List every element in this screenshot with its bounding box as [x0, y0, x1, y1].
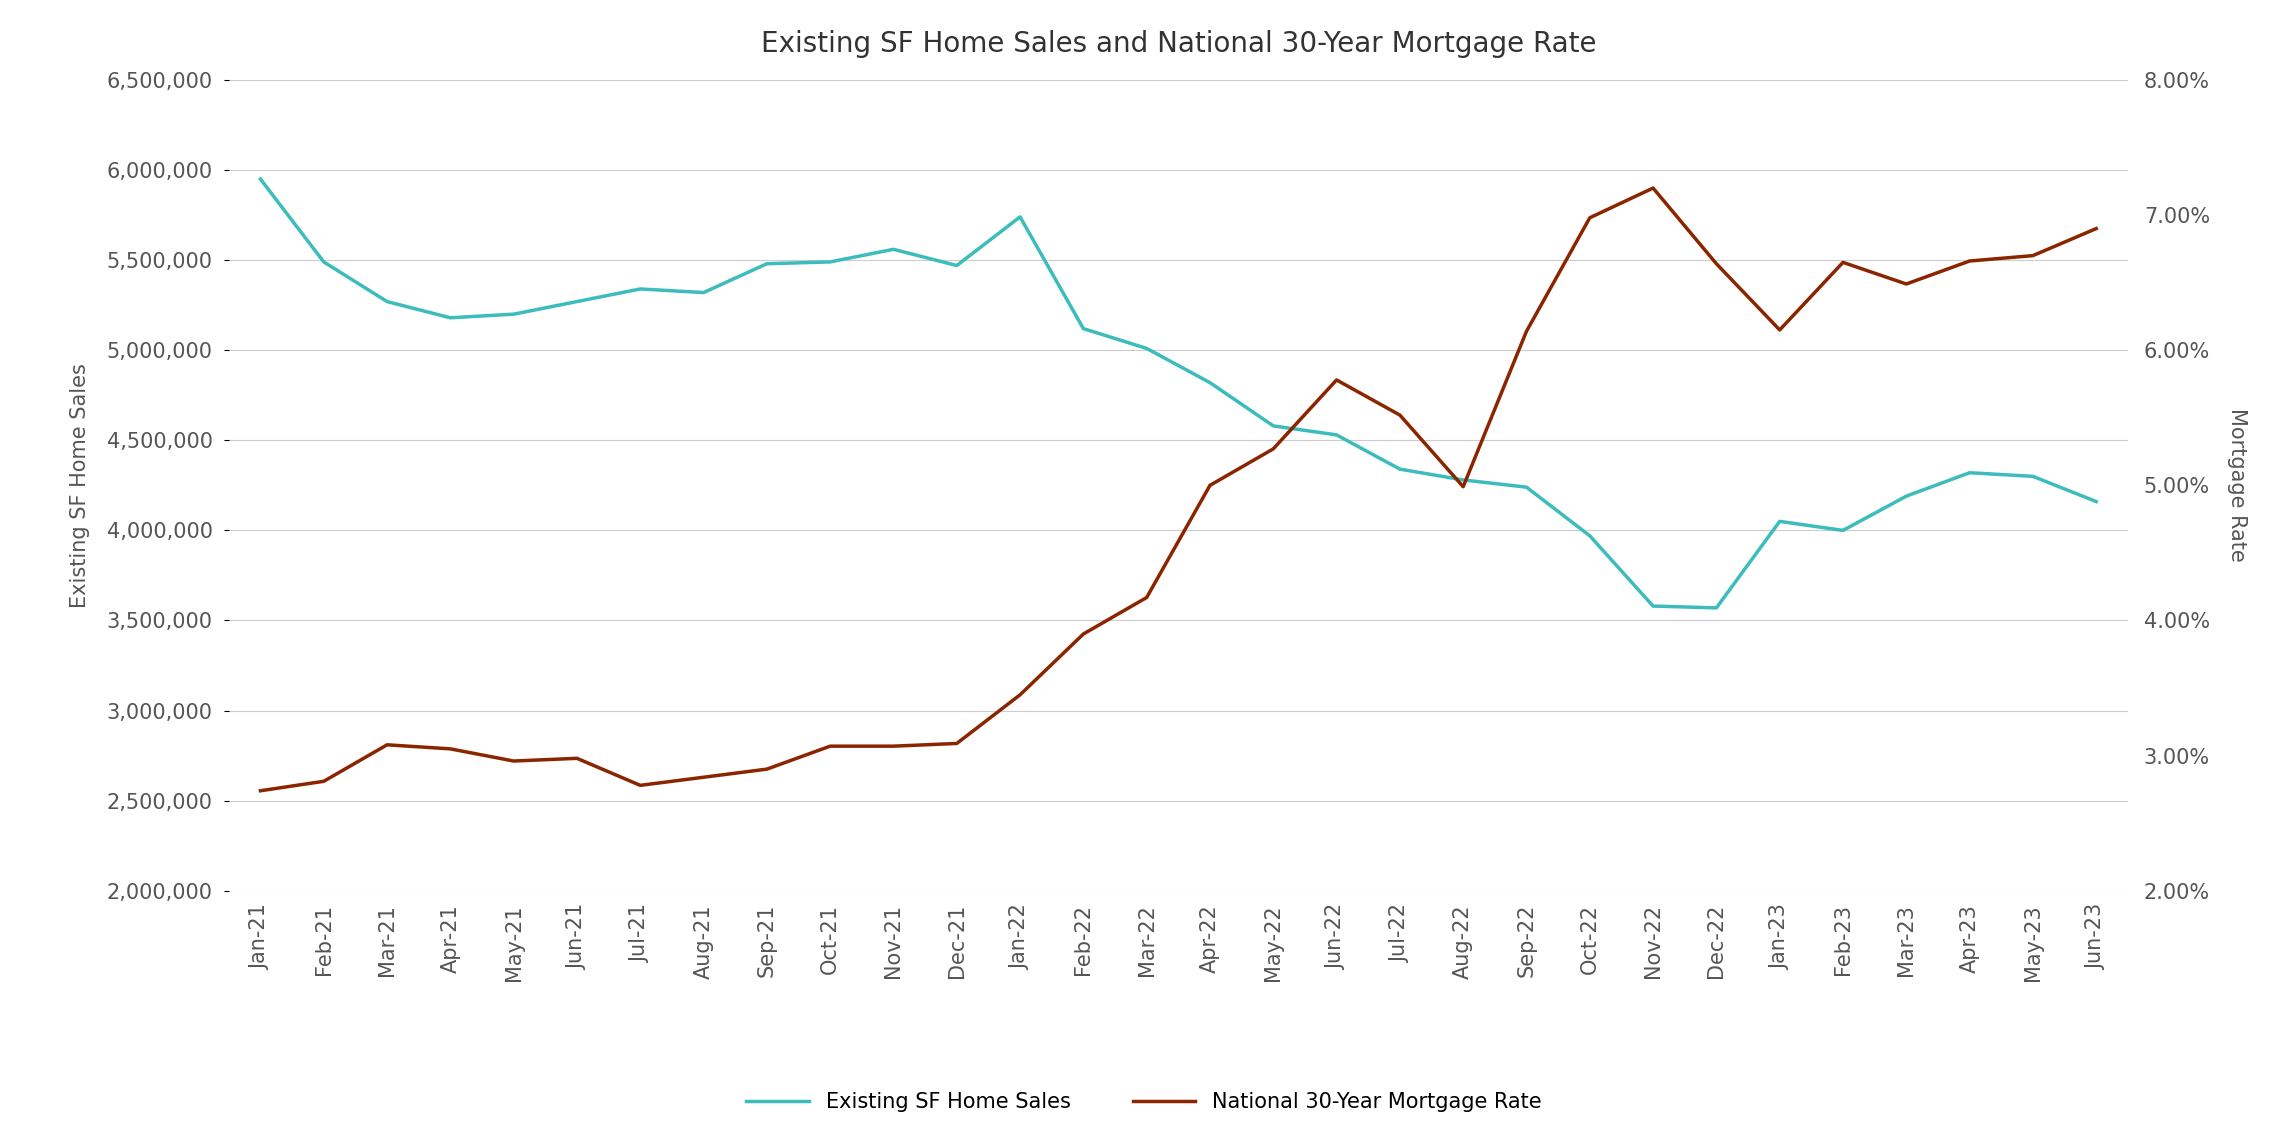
Existing SF Home Sales [1638, 600, 1666, 613]
National 30-Year Mortgage Rate [817, 739, 844, 753]
National 30-Year Mortgage Rate [943, 737, 970, 750]
National 30-Year Mortgage Rate [881, 739, 908, 753]
Existing SF Home Sales [501, 307, 529, 321]
Existing SF Home Sales [691, 286, 718, 299]
National 30-Year Mortgage Rate [1071, 627, 1098, 641]
Existing SF Home Sales [563, 295, 590, 308]
Y-axis label: Existing SF Home Sales: Existing SF Home Sales [71, 363, 89, 608]
Existing SF Home Sales [1451, 473, 1478, 486]
Existing SF Home Sales [2020, 469, 2048, 483]
Existing SF Home Sales [1261, 419, 1288, 433]
National 30-Year Mortgage Rate [1387, 408, 1414, 421]
Title: Existing SF Home Sales and National 30-Year Mortgage Rate: Existing SF Home Sales and National 30-Y… [760, 30, 1597, 58]
Existing SF Home Sales [1387, 463, 1414, 476]
Y-axis label: Mortgage Rate: Mortgage Rate [2226, 409, 2247, 562]
Existing SF Home Sales [817, 255, 844, 268]
Existing SF Home Sales [1071, 322, 1098, 336]
National 30-Year Mortgage Rate [1451, 480, 1478, 493]
National 30-Year Mortgage Rate [1007, 687, 1034, 701]
National 30-Year Mortgage Rate [563, 751, 590, 765]
National 30-Year Mortgage Rate [437, 742, 464, 756]
Line: National 30-Year Mortgage Rate: National 30-Year Mortgage Rate [261, 188, 2096, 790]
Existing SF Home Sales [2082, 494, 2110, 508]
National 30-Year Mortgage Rate [1261, 442, 1288, 456]
Existing SF Home Sales [311, 255, 339, 268]
Existing SF Home Sales [437, 311, 464, 324]
Existing SF Home Sales [373, 295, 400, 308]
Existing SF Home Sales [1830, 523, 1858, 537]
Existing SF Home Sales [753, 257, 780, 271]
Existing SF Home Sales [1892, 489, 1920, 502]
Existing SF Home Sales [1007, 210, 1034, 224]
National 30-Year Mortgage Rate [247, 783, 275, 797]
National 30-Year Mortgage Rate [501, 754, 529, 767]
National 30-Year Mortgage Rate [311, 774, 339, 788]
Line: Existing SF Home Sales: Existing SF Home Sales [261, 179, 2096, 608]
Existing SF Home Sales [1766, 515, 1794, 529]
National 30-Year Mortgage Rate [1956, 255, 1984, 268]
Existing SF Home Sales [247, 172, 275, 186]
Existing SF Home Sales [627, 282, 654, 296]
National 30-Year Mortgage Rate [1766, 323, 1794, 337]
National 30-Year Mortgage Rate [1322, 373, 1350, 387]
Existing SF Home Sales [1576, 529, 1604, 542]
National 30-Year Mortgage Rate [2082, 222, 2110, 235]
National 30-Year Mortgage Rate [691, 771, 718, 785]
Existing SF Home Sales [1512, 481, 1540, 494]
National 30-Year Mortgage Rate [2020, 249, 2048, 263]
National 30-Year Mortgage Rate [1576, 211, 1604, 225]
National 30-Year Mortgage Rate [1892, 278, 1920, 291]
Legend: Existing SF Home Sales, National 30-Year Mortgage Rate: Existing SF Home Sales, National 30-Year… [739, 1084, 1549, 1120]
Existing SF Home Sales [1322, 428, 1350, 442]
National 30-Year Mortgage Rate [1830, 256, 1858, 270]
Existing SF Home Sales [1133, 341, 1160, 355]
Existing SF Home Sales [943, 259, 970, 273]
National 30-Year Mortgage Rate [1133, 590, 1160, 604]
Existing SF Home Sales [881, 242, 908, 256]
Existing SF Home Sales [1702, 601, 1730, 614]
Existing SF Home Sales [1956, 466, 1984, 480]
Existing SF Home Sales [1197, 376, 1224, 389]
National 30-Year Mortgage Rate [753, 763, 780, 777]
National 30-Year Mortgage Rate [373, 738, 400, 751]
National 30-Year Mortgage Rate [1197, 478, 1224, 492]
National 30-Year Mortgage Rate [1512, 324, 1540, 338]
National 30-Year Mortgage Rate [1638, 182, 1666, 195]
National 30-Year Mortgage Rate [627, 779, 654, 793]
National 30-Year Mortgage Rate [1702, 257, 1730, 271]
